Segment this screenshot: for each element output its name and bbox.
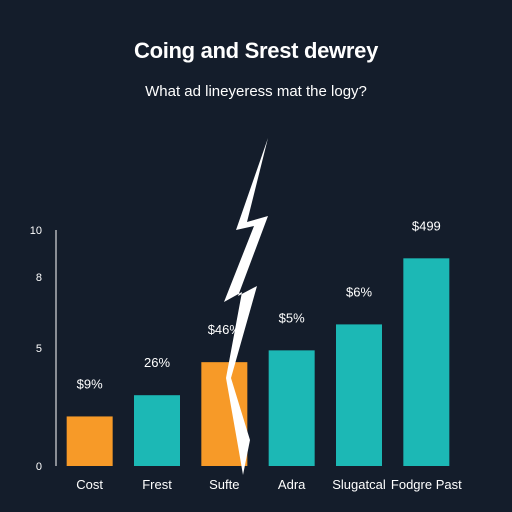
- category-label: Fodgre Past: [391, 477, 462, 492]
- lightning-crack-icon: [224, 138, 268, 475]
- bar: [403, 258, 450, 466]
- bar: [268, 350, 315, 466]
- category-label: Frest: [142, 477, 172, 492]
- bar-value-label: 26%: [144, 355, 170, 370]
- category-labels: Cost Frest Sufte Adra Slugatcal Fodgre Past: [76, 477, 462, 492]
- bars: [66, 258, 450, 466]
- category-label: Sufte: [209, 477, 239, 492]
- chart-subtitle: What ad lineyeress mat the logy?: [145, 83, 367, 100]
- bar-value-label: $6%: [346, 284, 372, 299]
- chart-title: Coing and Srest dewrey: [133, 38, 378, 63]
- value-labels: $9% 26% $46% $5% $6% $499: [77, 218, 441, 391]
- y-tick-label: 10: [30, 225, 42, 237]
- y-axis: 0 5 8 10: [30, 225, 57, 473]
- bar-value-label: $9%: [77, 376, 103, 391]
- bar: [336, 324, 382, 466]
- bar: [134, 395, 180, 466]
- bar-value-label: $5%: [279, 310, 305, 325]
- category-label: Adra: [278, 477, 306, 492]
- category-label: Cost: [76, 477, 103, 492]
- y-tick-label: 0: [36, 461, 42, 473]
- bar: [66, 416, 113, 466]
- category-label: Slugatcal: [332, 477, 386, 492]
- y-tick-label: 5: [36, 343, 42, 355]
- y-tick-label: 8: [36, 272, 42, 284]
- bar-value-label: $499: [412, 218, 441, 233]
- bar-value-label: $46%: [208, 322, 242, 337]
